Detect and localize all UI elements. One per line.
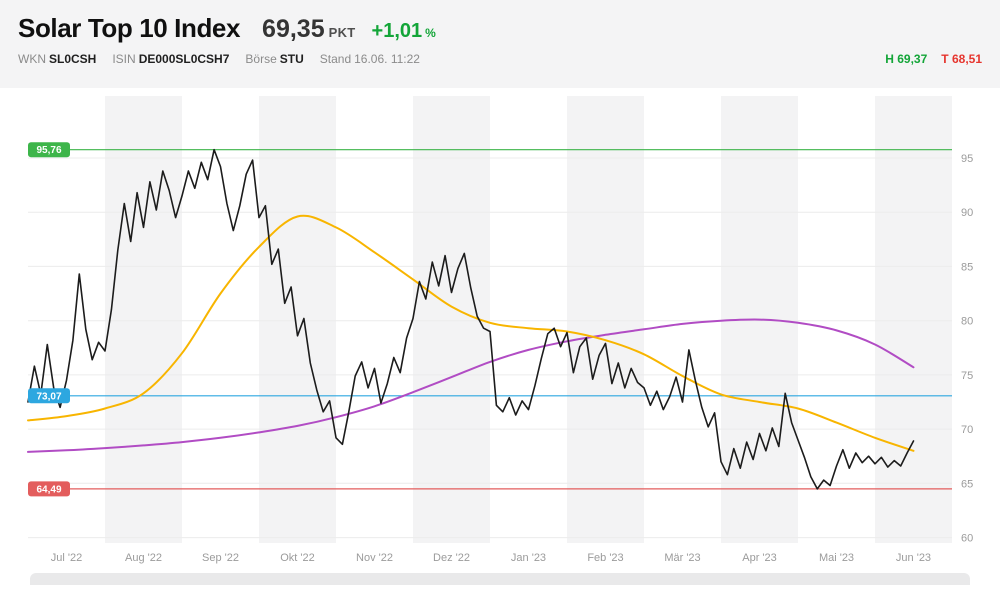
series-ma-fast: [27, 214, 915, 452]
high-line-badge-label: 95,76: [36, 145, 61, 156]
day-low-value: 68,51: [951, 52, 982, 66]
isin-label: ISIN: [112, 52, 136, 66]
y-tick-label: 95: [961, 153, 973, 165]
price-change-unit: %: [425, 26, 436, 40]
day-high-low: H 69,37 T 68,51: [885, 52, 982, 66]
price-chart-svg[interactable]: 60 65 70 75 80 85 90 95 Jul '22 Aug '22 Sep '22 Okt…: [0, 88, 1000, 585]
grid-lines: [28, 157, 952, 539]
high-line-badge: [28, 142, 70, 158]
month-stripe: [259, 96, 336, 543]
wkn-label: WKN: [18, 52, 46, 66]
y-tick-label: 80: [961, 316, 973, 328]
reference-lines: [28, 149, 952, 490]
mid-line-badge: [28, 388, 70, 404]
stand-value: 16.06. 11:22: [354, 52, 420, 66]
boerse-label: Börse: [245, 52, 277, 66]
current-price: 69,35: [262, 15, 325, 43]
reference-badges: 95,76 73,07 64,49: [28, 142, 70, 497]
isin-item: ISIN DE000SL0CSH7: [112, 52, 229, 66]
day-high-label: H: [885, 52, 894, 66]
low-line-badge-label: 64,49: [36, 484, 61, 495]
day-high-value: 69,37: [897, 52, 928, 66]
boerse-value: STU: [279, 52, 304, 66]
month-stripe: [567, 96, 644, 543]
y-tick-label: 85: [961, 261, 973, 273]
x-tick-label: Jun '23: [896, 552, 931, 564]
x-tick-label: Dez '22: [433, 552, 470, 564]
month-stripe: [875, 96, 952, 543]
day-low-label: T: [941, 52, 949, 66]
stand-label: Stand: [319, 52, 352, 66]
y-tick-label: 90: [961, 207, 973, 219]
series-index-price: [27, 148, 915, 490]
day-high: H 69,37: [885, 52, 927, 66]
x-axis-labels: Jul '22 Aug '22 Sep '22 Okt '22 Nov '22 Dez '…: [51, 552, 931, 564]
x-tick-label: Jul '22: [51, 552, 82, 564]
boerse-item: Börse STU: [245, 52, 303, 66]
x-tick-label: Sep '22: [202, 552, 239, 564]
price-chart[interactable]: 60 65 70 75 80 85 90 95 Jul '22 Aug '22 Sep '22 Okt…: [0, 88, 1000, 585]
low-line-badge: [28, 481, 70, 497]
x-tick-label: Jan '23: [511, 552, 546, 564]
series-ma-slow: [27, 318, 915, 453]
price-unit: PKT: [328, 25, 356, 40]
mid-line-badge-label: 73,07: [36, 391, 61, 402]
price-change: +1,01: [371, 20, 423, 42]
x-tick-label: Nov '22: [356, 552, 393, 564]
y-tick-label: 60: [961, 533, 973, 545]
x-tick-label: Okt '22: [280, 552, 315, 564]
y-tick-label: 65: [961, 478, 973, 490]
chart-scrollbar[interactable]: [30, 573, 970, 585]
x-tick-label: Feb '23: [587, 552, 623, 564]
x-tick-label: Apr '23: [742, 552, 777, 564]
day-low: T 68,51: [941, 52, 982, 66]
instrument-header: Solar Top 10 Index 69,35 PKT +1,01 % WKN…: [0, 0, 1000, 88]
month-stripes: [105, 96, 952, 543]
wkn-item: WKN SL0CSH: [18, 52, 96, 66]
title-row: Solar Top 10 Index 69,35 PKT +1,01 %: [18, 13, 982, 44]
y-axis-labels: 60 65 70 75 80 85 90 95: [961, 153, 973, 545]
page-title: Solar Top 10 Index: [18, 13, 241, 43]
instrument-meta-row: WKN SL0CSH ISIN DE000SL0CSH7 Börse STU Stan…: [18, 52, 982, 66]
month-stripe: [105, 96, 182, 543]
x-tick-label: Mai '23: [819, 552, 854, 564]
wkn-value: SL0CSH: [49, 52, 97, 66]
x-tick-label: Aug '22: [125, 552, 162, 564]
y-tick-label: 75: [961, 370, 973, 382]
y-tick-label: 70: [961, 424, 973, 436]
x-tick-label: Mär '23: [664, 552, 700, 564]
isin-value: DE000SL0CSH7: [138, 52, 230, 66]
series-lines: [27, 148, 915, 490]
stand-item: Stand 16.06. 11:22: [320, 52, 420, 66]
